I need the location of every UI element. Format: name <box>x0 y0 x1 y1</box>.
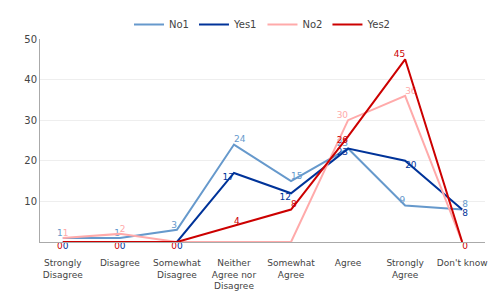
svg-text:0: 0 <box>57 241 63 251</box>
svg-text:1: 1 <box>57 228 63 238</box>
svg-text:30: 30 <box>24 115 37 126</box>
svg-text:15: 15 <box>291 171 302 181</box>
svg-text:23: 23 <box>337 138 348 148</box>
svg-text:No1: No1 <box>169 19 189 30</box>
svg-text:20: 20 <box>24 155 37 166</box>
svg-text:24: 24 <box>234 134 246 144</box>
svg-text:0: 0 <box>120 241 126 251</box>
svg-text:36: 36 <box>405 86 417 96</box>
svg-text:0: 0 <box>171 241 177 251</box>
svg-text:26: 26 <box>337 135 349 145</box>
svg-text:23: 23 <box>337 147 348 157</box>
svg-text:SomewhatAgree: SomewhatAgree <box>267 258 315 280</box>
svg-text:2: 2 <box>120 224 126 234</box>
svg-text:0: 0 <box>177 241 183 251</box>
svg-text:50: 50 <box>24 34 37 45</box>
svg-text:Agree: Agree <box>335 258 362 268</box>
svg-text:40: 40 <box>24 74 37 85</box>
svg-text:StronglyAgree: StronglyAgree <box>386 258 424 280</box>
svg-text:12: 12 <box>280 192 291 202</box>
svg-text:No2: No2 <box>302 19 322 30</box>
svg-text:1: 1 <box>114 228 120 238</box>
svg-text:0: 0 <box>63 241 69 251</box>
svg-text:4: 4 <box>234 216 240 226</box>
svg-text:45: 45 <box>394 49 405 59</box>
svg-text:0: 0 <box>114 241 120 251</box>
svg-text:1: 1 <box>63 228 69 238</box>
svg-text:10: 10 <box>24 196 37 207</box>
svg-text:8: 8 <box>291 199 297 209</box>
svg-text:SomewhatDisagree: SomewhatDisagree <box>153 258 201 280</box>
svg-text:Don't know: Don't know <box>437 258 488 268</box>
svg-text:NeitherAgree norDisagree: NeitherAgree norDisagree <box>212 258 257 291</box>
svg-text:9: 9 <box>399 195 405 205</box>
svg-text:30: 30 <box>337 110 349 120</box>
svg-text:20: 20 <box>405 160 417 170</box>
svg-text:8: 8 <box>462 208 468 218</box>
svg-text:Yes1: Yes1 <box>233 19 257 30</box>
svg-text:0: 0 <box>462 241 468 251</box>
svg-text:Yes2: Yes2 <box>366 19 390 30</box>
svg-text:8: 8 <box>462 199 468 209</box>
svg-text:17: 17 <box>223 172 234 182</box>
svg-text:Disagree: Disagree <box>100 258 140 268</box>
svg-text:StronglyDisagree: StronglyDisagree <box>43 258 83 280</box>
svg-text:3: 3 <box>171 220 177 230</box>
